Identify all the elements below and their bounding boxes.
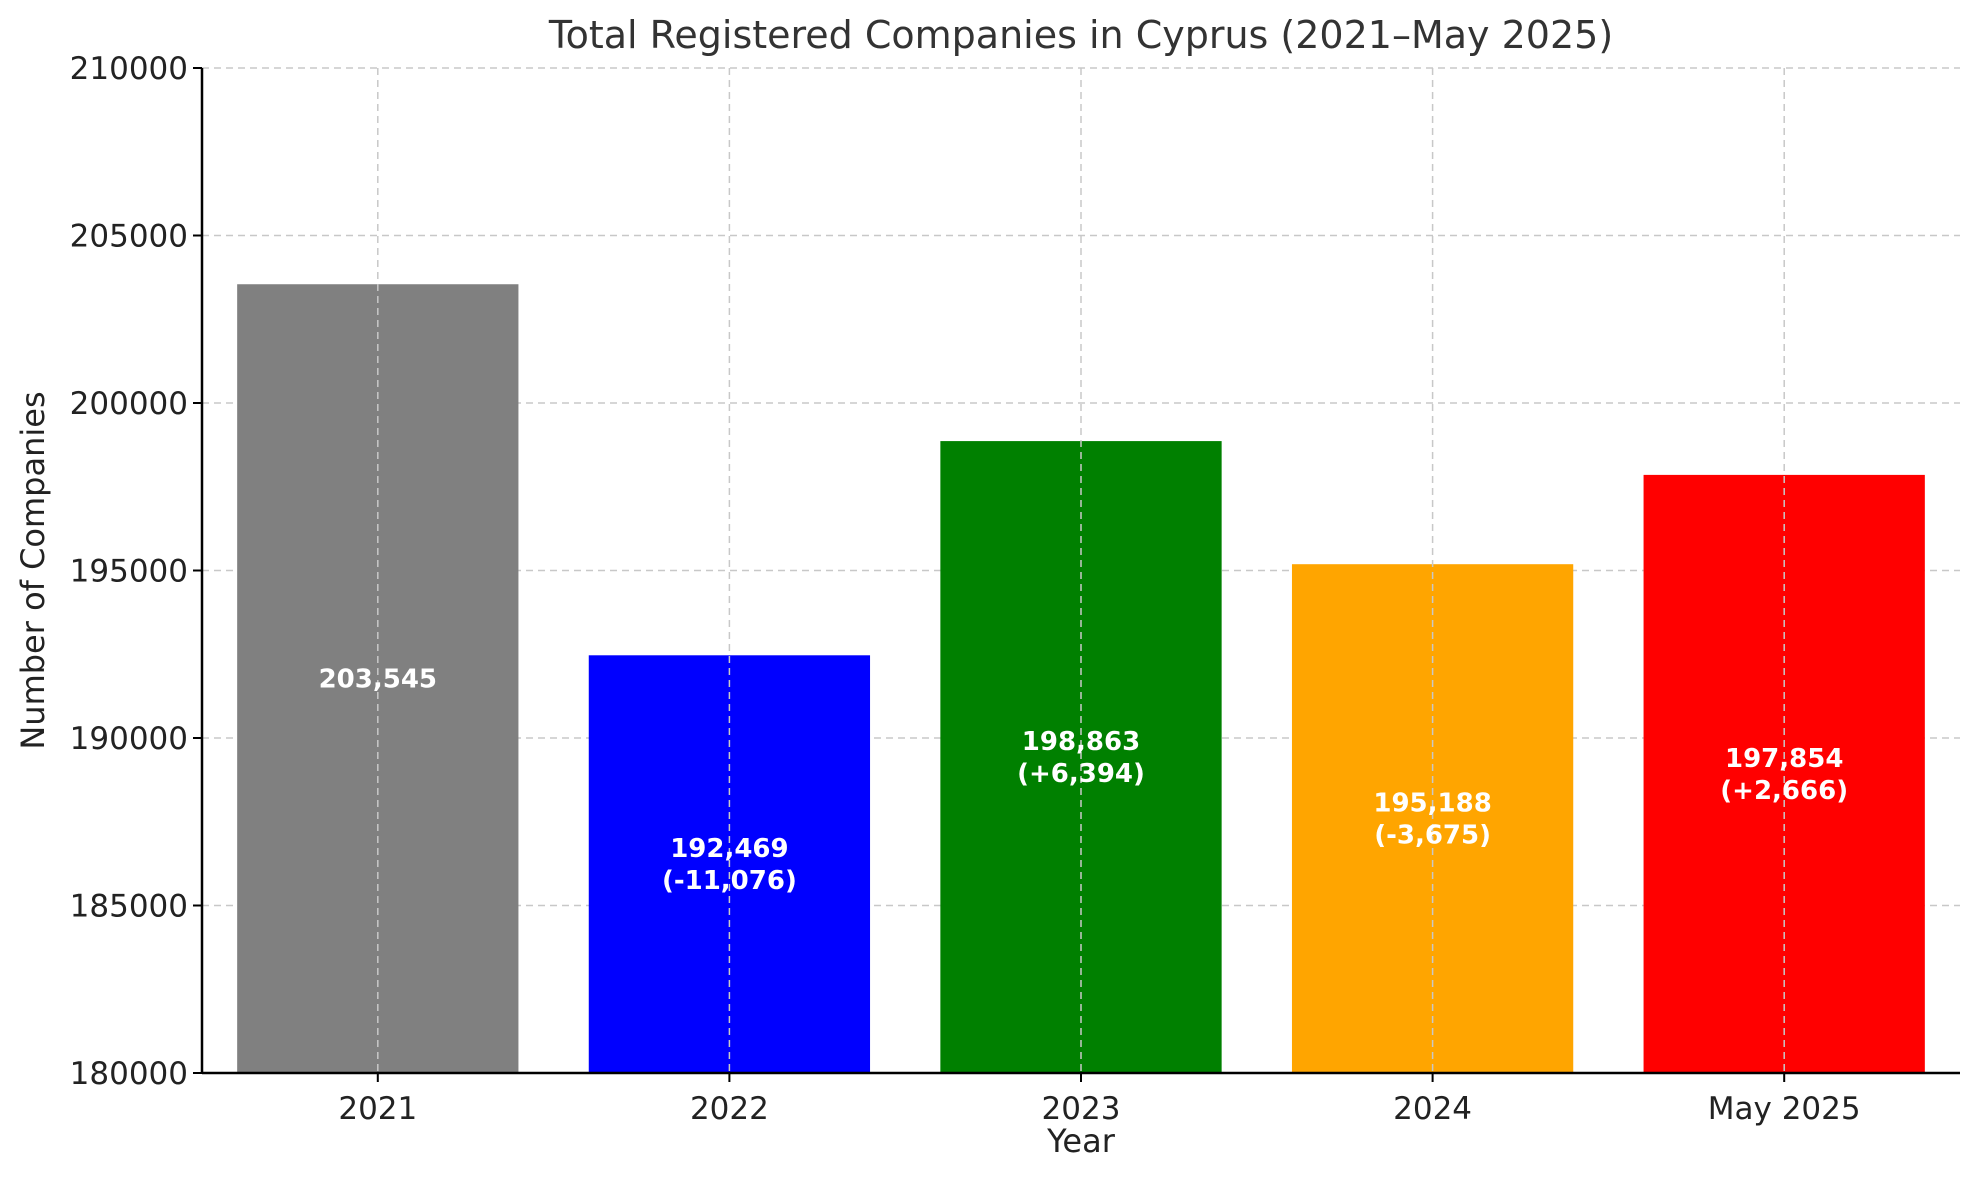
data-label-layer: 203,545 192,469(-11,076) 198,863(+6,394) 19… (319, 665, 1849, 897)
x-tick-label: 2024 (1393, 1091, 1472, 1127)
y-tick-label: 180000 (70, 1056, 188, 1092)
y-tick-label: 200000 (70, 386, 188, 422)
bar-value-label: 198,863 (1022, 727, 1140, 757)
bar-value-label: 195,188 (1373, 789, 1491, 819)
y-tick-label: 205000 (70, 219, 188, 255)
x-tick-label: 2022 (690, 1091, 769, 1127)
bar-value-label: (+6,394) (1017, 759, 1145, 789)
bar-value-label: 197,854 (1725, 744, 1843, 774)
y-tick-label: 210000 (70, 51, 188, 87)
y-tick-label: 190000 (70, 721, 188, 757)
y-tick-label: 185000 (70, 889, 188, 925)
bar (237, 284, 519, 1073)
bar-value-label: 203,545 (319, 665, 437, 695)
y-tick-label: 195000 (70, 554, 188, 590)
bar-value-label: (-3,675) (1374, 821, 1491, 851)
tick-layer: 180000 185000 190000 195000 200000 205000 2100… (70, 51, 1861, 1127)
x-axis-title: Year (1046, 1122, 1116, 1160)
bar-value-label: (+2,666) (1720, 776, 1848, 806)
x-tick-label: 2021 (338, 1091, 417, 1127)
x-tick-label: May 2025 (1708, 1091, 1861, 1127)
bar-value-label: (-11,076) (662, 866, 797, 896)
chart-title: Total Registered Companies in Cyprus (20… (548, 13, 1613, 57)
y-axis-title: Number of Companies (14, 391, 52, 749)
bar-value-label: 192,469 (670, 834, 788, 864)
x-tick-label: 2023 (1042, 1091, 1121, 1127)
